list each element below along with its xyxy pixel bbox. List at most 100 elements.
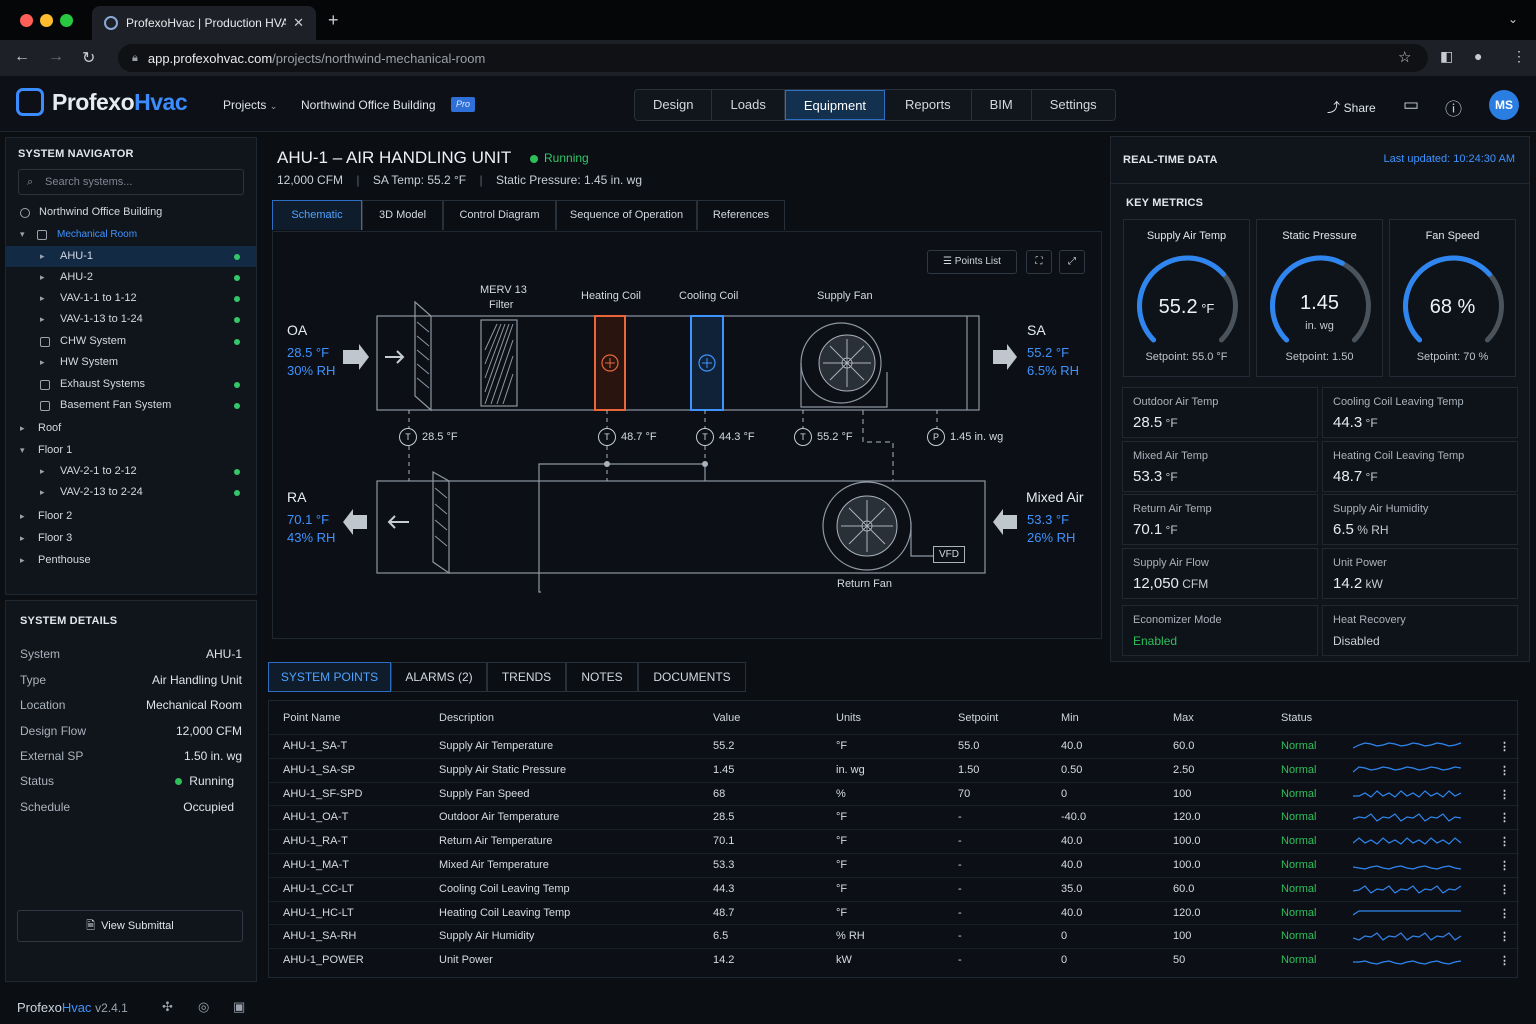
trend-sparkline[interactable]: [1353, 882, 1463, 896]
tree-item[interactable]: ▸ Roof: [6, 418, 256, 439]
tree-item[interactable]: ▸ VAV-2-1 to 2-12: [6, 461, 256, 482]
maximize-window-dot[interactable]: [60, 14, 73, 27]
avatar[interactable]: MS: [1489, 90, 1519, 120]
column-header[interactable]: Description: [439, 712, 495, 724]
nav-loads[interactable]: Loads: [712, 90, 785, 120]
caret-right-icon[interactable]: ▸: [40, 251, 45, 261]
minimize-window-dot[interactable]: [40, 14, 53, 27]
tree-item[interactable]: ▸ Floor 3: [6, 528, 256, 549]
table-row[interactable]: AHU-1_SA-RH Supply Air Humidity 6.5 % RH - 0 1…: [269, 924, 1519, 948]
tree-item[interactable]: ▾ Floor 1: [6, 440, 256, 461]
row-menu-icon[interactable]: ⋮: [1499, 860, 1510, 872]
tree-item[interactable]: Basement Fan System: [6, 395, 256, 416]
trend-sparkline[interactable]: [1353, 953, 1463, 967]
projects-dropdown[interactable]: Projects ⌄: [223, 98, 277, 112]
column-header[interactable]: Point Name: [283, 712, 341, 724]
static-pressure-sensor[interactable]: P 1.45 in. wg: [927, 428, 1003, 446]
project-name[interactable]: Northwind Office Building: [301, 98, 436, 112]
trend-sparkline[interactable]: [1353, 763, 1463, 777]
oa-temp-sensor[interactable]: T 28.5 °F: [399, 428, 458, 446]
tab-sequence-of-operation[interactable]: Sequence of Operation: [556, 200, 697, 230]
comments-icon[interactable]: ▭: [1403, 95, 1420, 114]
tree-item[interactable]: ▾ Mechanical Room: [6, 224, 256, 245]
tree-item[interactable]: Northwind Office Building: [6, 202, 256, 223]
close-tab-icon[interactable]: ✕: [293, 15, 304, 30]
nav-bim[interactable]: BIM: [972, 90, 1032, 120]
tree-item[interactable]: ▸ Penthouse: [6, 550, 256, 571]
tab-references[interactable]: References: [697, 200, 785, 230]
tree-item[interactable]: ▸ HW System: [6, 352, 256, 373]
nav-reports[interactable]: Reports: [885, 90, 972, 120]
column-header[interactable]: Value: [713, 712, 741, 724]
reload-icon[interactable]: ↻: [82, 50, 96, 67]
table-row[interactable]: AHU-1_POWER Unit Power 14.2 kW - 0 50 Normal ⋮: [269, 948, 1519, 972]
tab-list-chevron-icon[interactable]: ⌄: [1508, 12, 1519, 26]
trend-sparkline[interactable]: [1353, 906, 1463, 920]
row-menu-icon[interactable]: ⋮: [1499, 931, 1510, 944]
caret-down-icon[interactable]: ▾: [20, 445, 25, 455]
caret-down-icon[interactable]: ▾: [20, 229, 25, 239]
address-bar[interactable]: 🔒︎ app.profexohvac.com/projects/northwin…: [118, 44, 1428, 72]
row-menu-icon[interactable]: ⋮: [1499, 907, 1510, 920]
column-header[interactable]: Max: [1173, 712, 1194, 724]
row-menu-icon[interactable]: ⋮: [1499, 788, 1510, 801]
notes-icon[interactable]: ▣: [233, 999, 246, 1014]
nav-equipment[interactable]: Equipment: [784, 90, 886, 120]
browser-menu-icon[interactable]: ⋮: [1512, 48, 1526, 64]
connection-icon[interactable]: ◎: [198, 999, 210, 1014]
caret-right-icon[interactable]: ▸: [20, 555, 25, 565]
tab-trends[interactable]: TRENDS: [487, 662, 566, 692]
caret-right-icon[interactable]: ▸: [40, 314, 45, 324]
tab-notes[interactable]: NOTES: [566, 662, 638, 692]
trend-sparkline[interactable]: [1353, 929, 1463, 943]
table-row[interactable]: AHU-1_SA-T Supply Air Temperature 55.2 °F 55…: [269, 734, 1519, 758]
trend-sparkline[interactable]: [1353, 858, 1463, 872]
trend-sparkline[interactable]: [1353, 810, 1463, 824]
help-icon[interactable]: ⓘ: [1445, 100, 1462, 119]
table-row[interactable]: AHU-1_SA-SP Supply Air Static Pressure 1.4…: [269, 757, 1519, 782]
column-header[interactable]: Min: [1061, 712, 1079, 724]
tab-documents[interactable]: DOCUMENTS: [638, 662, 746, 692]
tree-item[interactable]: CHW System: [6, 331, 256, 352]
cc-temp-sensor[interactable]: T 44.3 °F: [696, 428, 755, 446]
table-row[interactable]: AHU-1_RA-T Return Air Temperature 70.1 °F - 4…: [269, 829, 1519, 853]
row-menu-icon[interactable]: ⋮: [1499, 836, 1510, 849]
tab-3d-model[interactable]: 3D Model: [362, 200, 443, 230]
table-row[interactable]: AHU-1_CC-LT Cooling Coil Leaving Temp 44.3…: [269, 876, 1519, 901]
bookmark-star-icon[interactable]: ☆: [1398, 49, 1412, 66]
forward-arrow-icon[interactable]: →: [48, 48, 64, 65]
search-input[interactable]: ⌕ Search systems...: [18, 169, 244, 195]
profile-icon[interactable]: ●: [1474, 48, 1483, 64]
table-row[interactable]: AHU-1_SF-SPD Supply Fan Speed 68% 70 0 100 Nor…: [269, 781, 1519, 806]
back-arrow-icon[interactable]: ←: [14, 48, 30, 65]
caret-right-icon[interactable]: ▸: [20, 423, 25, 433]
tree-item[interactable]: ▸ VAV-1-13 to 1-24: [6, 309, 256, 330]
row-menu-icon[interactable]: ⋮: [1499, 883, 1510, 896]
nav-design[interactable]: Design: [635, 90, 713, 120]
tree-item[interactable]: ▸ VAV-2-13 to 2-24: [6, 482, 256, 503]
app-logo[interactable]: Profexo Hvac: [16, 88, 188, 116]
row-menu-icon[interactable]: ⋮: [1499, 764, 1510, 777]
column-header[interactable]: Status: [1281, 712, 1313, 724]
tab-alarms[interactable]: ALARMS (2): [391, 662, 487, 692]
tab-control-diagram[interactable]: Control Diagram: [443, 200, 556, 230]
sidebar-toggle-icon[interactable]: ◧: [1440, 48, 1454, 64]
trend-sparkline[interactable]: [1353, 834, 1463, 848]
caret-right-icon[interactable]: ▸: [40, 293, 45, 303]
hc-temp-sensor[interactable]: T 48.7 °F: [598, 428, 657, 446]
row-menu-icon[interactable]: ⋮: [1499, 741, 1510, 753]
trend-sparkline[interactable]: [1353, 787, 1463, 801]
tree-item[interactable]: Exhaust Systems: [6, 374, 256, 395]
caret-right-icon[interactable]: ▸: [40, 487, 45, 497]
tree-item[interactable]: ▸ VAV-1-1 to 1-12: [6, 288, 256, 309]
share-button[interactable]: ⤴ Share: [1327, 97, 1376, 116]
fit-view-icon[interactable]: ⛶: [1026, 250, 1052, 274]
row-menu-icon[interactable]: ⋮: [1499, 812, 1510, 825]
view-submittal-button[interactable]: 🗎︎ View Submittal: [17, 910, 243, 942]
caret-right-icon[interactable]: ▸: [40, 466, 45, 476]
table-row[interactable]: AHU-1_MA-T Mixed Air Temperature 53.3 °F - 40…: [269, 853, 1519, 877]
fullscreen-icon[interactable]: ⤢: [1059, 250, 1085, 274]
points-list-button[interactable]: ☰ Points List: [927, 250, 1017, 274]
table-row[interactable]: AHU-1_OA-T Outdoor Air Temperature 28.5 °F -…: [269, 805, 1519, 829]
tree-item[interactable]: ▸ Floor 2: [6, 506, 256, 527]
